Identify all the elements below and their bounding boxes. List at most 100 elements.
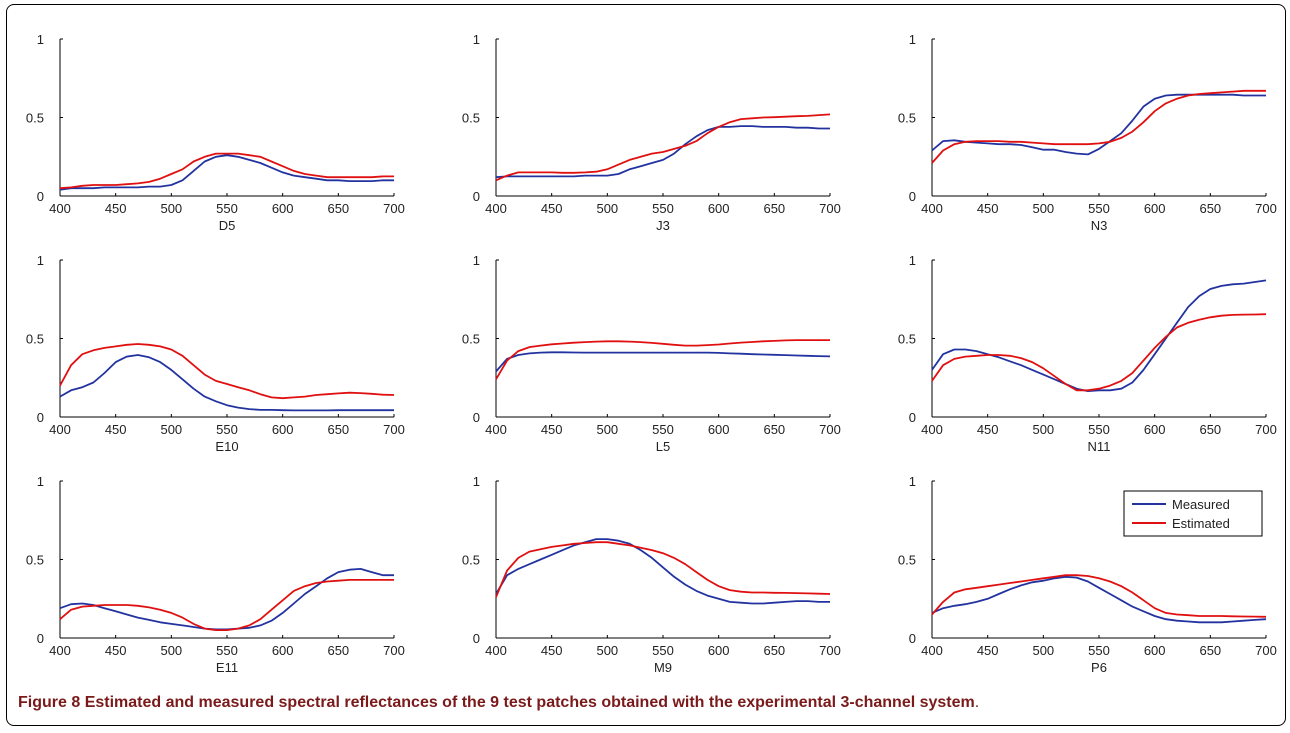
y-tick-label: 0 xyxy=(909,631,916,646)
x-tick-label: 650 xyxy=(1199,643,1221,658)
series-line-estimated xyxy=(931,89,1266,164)
x-axis-label: M9 xyxy=(654,660,672,675)
y-tick-label: 0.5 xyxy=(462,553,480,568)
x-tick-label: 400 xyxy=(921,201,943,216)
figure-plots: 400 450 500 550 600 650 700 0 0.5 1 D5 400 450 500 550… xyxy=(26,32,1277,675)
y-tick-label: 0.5 xyxy=(26,111,44,126)
series-line-estimated xyxy=(931,313,1267,392)
y-tick-label: 1 xyxy=(473,253,480,268)
y-tick-label: 0.5 xyxy=(462,332,480,347)
x-tick-label: 600 xyxy=(1144,643,1166,658)
x-tick-label: 600 xyxy=(272,201,294,216)
subplot-L5: 400 450 500 550 600 650 700 0 0.5 1 L5 xyxy=(462,253,841,454)
x-tick-label: 450 xyxy=(541,643,563,658)
x-tick-label: 500 xyxy=(596,422,618,437)
y-tick-label: 1 xyxy=(37,474,44,489)
y-tick-label: 0.5 xyxy=(26,553,44,568)
caption-period: . xyxy=(974,694,980,711)
x-tick-label: 700 xyxy=(1255,201,1277,216)
x-axis-label: E11 xyxy=(216,660,238,675)
x-tick-label: 400 xyxy=(49,422,71,437)
subplot-E10: 400 450 500 550 600 650 700 0 0.5 1 E10 xyxy=(26,253,405,454)
x-tick-label: 450 xyxy=(977,201,999,216)
caption-label: Figure 8 xyxy=(18,694,81,711)
y-tick-label: 0 xyxy=(37,189,44,204)
x-tick-label: 550 xyxy=(1088,422,1110,437)
x-tick-label: 700 xyxy=(383,422,405,437)
y-tick-label: 0.5 xyxy=(462,111,480,126)
x-tick-label: 500 xyxy=(160,643,182,658)
subplot-M9: 400 450 500 550 600 650 700 0 0.5 1 M9 xyxy=(462,474,841,675)
x-tick-label: 550 xyxy=(216,643,238,658)
series-line-estimated xyxy=(59,152,394,190)
series-line-estimated xyxy=(931,574,1267,618)
subplot-E11: 400 450 500 550 600 650 700 0 0.5 1 E11 xyxy=(26,474,405,675)
x-tick-label: 700 xyxy=(1255,422,1277,437)
x-tick-label: 400 xyxy=(49,643,71,658)
x-tick-label: 500 xyxy=(1032,201,1054,216)
x-tick-label: 500 xyxy=(596,643,618,658)
y-tick-label: 1 xyxy=(473,32,480,47)
x-tick-label: 400 xyxy=(49,201,71,216)
x-tick-label: 700 xyxy=(1255,643,1277,658)
series-line-measured xyxy=(495,351,831,373)
y-tick-label: 1 xyxy=(37,253,44,268)
x-tick-label: 400 xyxy=(921,643,943,658)
x-tick-label: 700 xyxy=(819,643,841,658)
y-tick-label: 0 xyxy=(473,631,480,646)
series-line-measured xyxy=(59,154,394,191)
series-line-measured xyxy=(495,125,830,179)
x-tick-label: 400 xyxy=(485,643,507,658)
x-tick-label: 550 xyxy=(216,201,238,216)
x-tick-label: 450 xyxy=(977,422,999,437)
figure-caption: Figure 8 Estimated and measured spectral… xyxy=(18,694,979,712)
y-tick-label: 0 xyxy=(37,410,44,425)
subplot-J3: 400 450 500 550 600 650 700 0 0.5 1 J3 xyxy=(462,32,841,233)
x-tick-label: 500 xyxy=(596,201,618,216)
x-tick-label: 550 xyxy=(652,643,674,658)
x-tick-label: 450 xyxy=(105,643,127,658)
y-tick-label: 0 xyxy=(909,189,916,204)
x-tick-label: 650 xyxy=(327,422,349,437)
y-tick-label: 0 xyxy=(909,410,916,425)
x-tick-label: 650 xyxy=(1199,422,1221,437)
x-tick-label: 500 xyxy=(1032,643,1054,658)
x-axis-label: P6 xyxy=(1091,660,1107,675)
x-tick-label: 600 xyxy=(1144,422,1166,437)
x-tick-label: 550 xyxy=(1088,201,1110,216)
legend-label: Measured xyxy=(1172,497,1230,512)
legend-label: Estimated xyxy=(1172,516,1230,531)
series-line-measured xyxy=(59,354,394,412)
y-tick-label: 0.5 xyxy=(898,111,916,126)
x-tick-label: 550 xyxy=(652,201,674,216)
y-tick-label: 0 xyxy=(37,631,44,646)
series-line-measured xyxy=(495,538,830,605)
x-tick-label: 600 xyxy=(708,643,730,658)
x-tick-label: 700 xyxy=(383,201,405,216)
y-tick-label: 0.5 xyxy=(26,332,44,347)
x-axis-label: N11 xyxy=(1088,439,1111,454)
x-tick-label: 700 xyxy=(819,201,841,216)
x-tick-label: 650 xyxy=(763,422,785,437)
x-tick-label: 500 xyxy=(1032,422,1054,437)
x-axis-label: J3 xyxy=(656,218,670,233)
x-tick-label: 650 xyxy=(1199,201,1221,216)
x-tick-label: 500 xyxy=(160,201,182,216)
x-tick-label: 700 xyxy=(819,422,841,437)
y-tick-label: 1 xyxy=(909,474,916,489)
figure-frame xyxy=(6,4,1286,726)
subplot-N3: 400 450 500 550 600 650 700 0 0.5 1 N3 xyxy=(898,32,1277,233)
series-line-estimated xyxy=(59,343,395,400)
x-tick-label: 550 xyxy=(652,422,674,437)
x-tick-label: 650 xyxy=(763,201,785,216)
series-line-measured xyxy=(931,93,1266,156)
subplot-N11: 400 450 500 550 600 650 700 0 0.5 1 N11 xyxy=(898,253,1277,454)
x-axis-label: E10 xyxy=(215,439,238,454)
x-tick-label: 600 xyxy=(272,643,294,658)
x-tick-label: 650 xyxy=(327,643,349,658)
y-tick-label: 0.5 xyxy=(898,553,916,568)
y-tick-label: 1 xyxy=(37,32,44,47)
x-tick-label: 450 xyxy=(105,201,127,216)
legend: Measured Estimated xyxy=(1123,490,1263,537)
x-axis-label: N3 xyxy=(1091,218,1108,233)
